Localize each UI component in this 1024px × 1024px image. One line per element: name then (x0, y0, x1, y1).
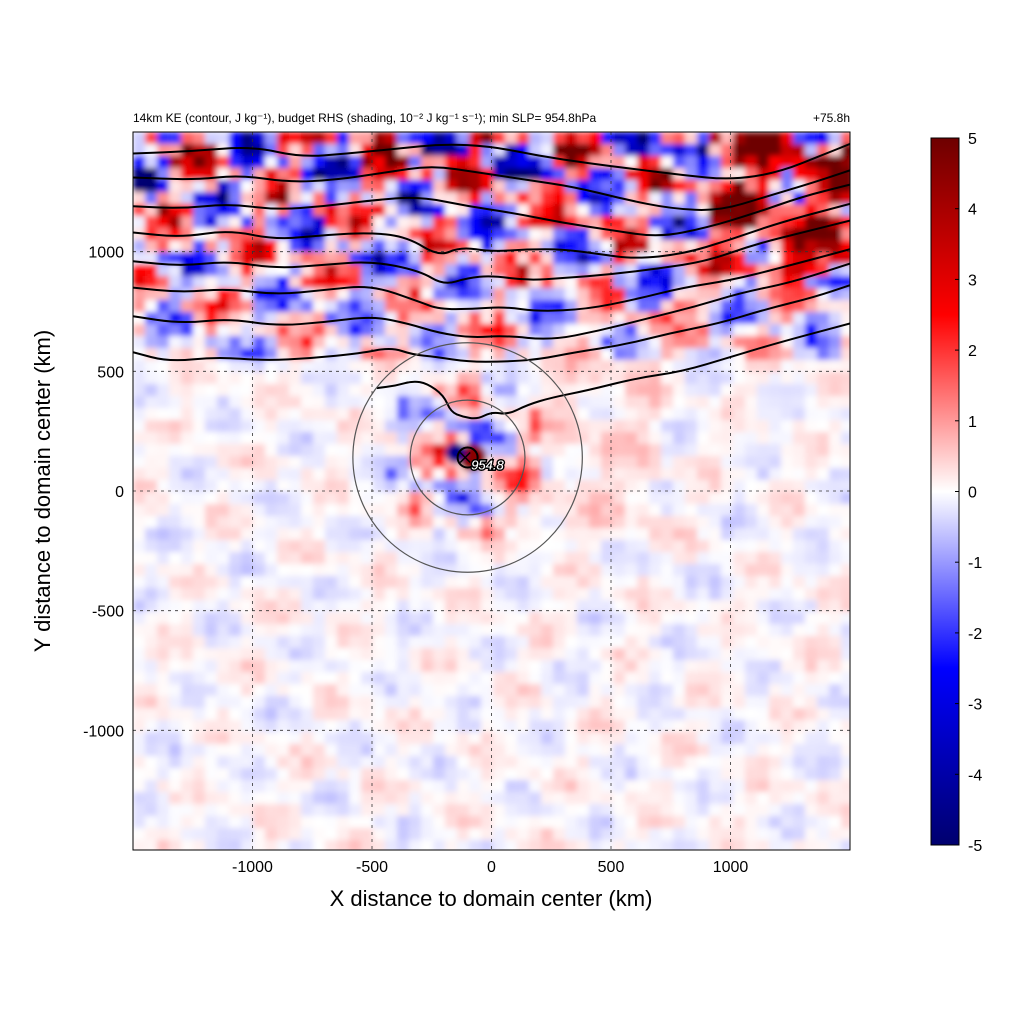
x-tick-label: -1000 (232, 859, 273, 876)
y-axis-label: Y distance to domain center (km) (30, 330, 55, 652)
colorbar-tick-label: -2 (968, 626, 982, 643)
x-tick-labels: -1000 -500 0 500 1000 (232, 859, 748, 876)
y-tick-label: 0 (115, 484, 124, 501)
plot-frame (132, 131, 851, 851)
chart-title-right: +75.8h (813, 111, 850, 125)
colorbar-tick-label: -3 (968, 697, 982, 714)
colorbar-tick-label: -1 (968, 555, 982, 572)
ke-contour-line (376, 322, 850, 420)
colorbar-tick-label: 4 (968, 202, 977, 219)
colorbar-tick-label: 0 (968, 485, 977, 502)
range-circle (352, 342, 583, 573)
y-tick-label: -1000 (83, 723, 124, 740)
colorbar-tick-label: 5 (968, 131, 977, 148)
ke-contour-line (133, 183, 850, 237)
shading-field (133, 132, 850, 850)
ke-contour-line (133, 219, 850, 284)
ke-contour-line (133, 248, 850, 312)
x-tick-label: 1000 (713, 859, 749, 876)
colorbar: 5 4 3 2 1 0 -1 -2 -3 -4 -5 (930, 131, 982, 855)
range-circles (352, 342, 583, 573)
range-circle (409, 399, 526, 516)
colorbar-tick-labels: 5 4 3 2 1 0 -1 -2 -3 -4 -5 (955, 131, 982, 855)
ke-contour-line (133, 262, 850, 340)
y-tick-label: -500 (92, 604, 124, 621)
ke-contours (133, 143, 850, 469)
chart-title-left: 14km KE (contour, J kg⁻¹), budget RHS (s… (133, 111, 597, 125)
ke-contour-line (133, 284, 850, 363)
x-axis-label: X distance to domain center (km) (330, 886, 653, 911)
min-slp-label: 954.8 (471, 457, 504, 472)
y-tick-label: 1000 (88, 245, 124, 262)
y-tick-label: 500 (97, 364, 124, 381)
ke-contour-line (133, 166, 850, 211)
colorbar-tick-label: 1 (968, 414, 977, 431)
storm-center-x (459, 451, 471, 464)
y-tick-labels: -1000 -500 0 500 1000 (83, 245, 124, 741)
min-slp-label-fill: 954.8 (471, 457, 504, 472)
x-tick-label: 0 (487, 859, 496, 876)
colorbar-tick-label: -4 (968, 767, 982, 784)
ke-contour-core (456, 446, 479, 469)
colorbar-tick-label: -5 (968, 838, 982, 855)
colorbar-tick-label: 2 (968, 343, 977, 360)
ke-contour-line (133, 202, 850, 259)
colorbar-tick-label: 3 (968, 272, 977, 289)
x-tick-label: 500 (598, 859, 625, 876)
colorbar-gradient (930, 137, 960, 846)
ke-contour-line (133, 143, 850, 180)
x-tick-label: -500 (356, 859, 388, 876)
